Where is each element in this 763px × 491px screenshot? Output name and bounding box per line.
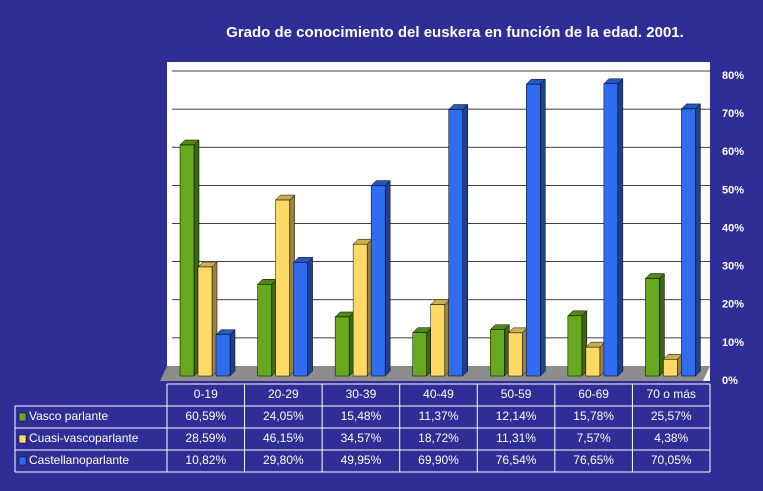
y-tick-label: 10% — [722, 337, 744, 349]
legend-swatch — [18, 412, 27, 422]
bar — [334, 316, 350, 377]
y-tick-label: 80% — [722, 70, 744, 82]
bar — [430, 304, 445, 377]
legend-swatch — [18, 434, 27, 444]
bar — [645, 278, 660, 377]
bar-side — [384, 179, 391, 377]
table-value: 11,37% — [419, 409, 459, 423]
y-tick-label: 70% — [722, 108, 744, 120]
legend-label: Vasco parlante — [29, 409, 108, 423]
bar — [275, 199, 290, 377]
bar — [508, 332, 523, 377]
table-value: 60,59% — [185, 409, 226, 423]
bar — [663, 359, 678, 377]
table-value: 12,14% — [496, 409, 537, 423]
bar — [526, 83, 541, 377]
legend-swatch — [18, 456, 27, 466]
bar — [370, 185, 386, 377]
bar-side — [307, 256, 313, 377]
x-tick-label: 60-69 — [578, 387, 609, 401]
bar — [179, 144, 195, 377]
table-value: 76,54% — [496, 453, 537, 467]
table-value: 69,90% — [418, 453, 459, 467]
bar — [603, 83, 619, 377]
bar — [448, 109, 463, 377]
table-value: 34,57% — [341, 431, 382, 445]
table-value: 46,15% — [263, 431, 304, 445]
y-tick-label: 20% — [722, 299, 744, 311]
x-tick-label: 0-19 — [194, 387, 218, 401]
table-value: 4,38% — [654, 431, 688, 445]
x-tick-label: 30-39 — [346, 387, 377, 401]
bar — [681, 108, 696, 377]
y-tick-label: 50% — [722, 184, 744, 196]
bar — [585, 346, 601, 377]
bar — [215, 334, 231, 377]
bar-side — [695, 103, 701, 377]
table-value: 28,59% — [185, 431, 226, 445]
legend-label: Cuasi-vascoparlante — [29, 431, 139, 445]
bar — [257, 284, 272, 377]
table-value: 7,57% — [577, 431, 611, 445]
x-tick-label: 50-59 — [501, 387, 532, 401]
legend-label: Castellanoparlante — [29, 453, 129, 467]
table-value: 18,72% — [418, 431, 459, 445]
table-value: 76,65% — [573, 453, 614, 467]
bar-side — [462, 103, 468, 377]
bar — [293, 262, 308, 377]
table-value: 15,48% — [341, 409, 382, 423]
x-tick-label: 40-49 — [423, 387, 454, 401]
table-value: 24,05% — [263, 409, 304, 423]
table-value: 49,95% — [341, 453, 382, 467]
table-value: 15,78% — [573, 409, 614, 423]
table-value: 25,57% — [651, 409, 692, 423]
bar — [352, 243, 368, 377]
table-value: 10,82% — [185, 453, 226, 467]
bar-side — [617, 78, 624, 377]
bar-side — [229, 329, 236, 377]
y-tick-label: 30% — [722, 261, 744, 273]
chart-title: Grado de conocimiento del euskera en fun… — [226, 24, 684, 41]
y-tick-label: 60% — [722, 146, 744, 158]
x-tick-label: 70 o más — [647, 387, 696, 401]
bar — [197, 266, 213, 377]
bar — [490, 329, 505, 377]
bar-side — [540, 78, 546, 377]
y-tick-label: 40% — [722, 222, 744, 234]
table-value: 29,80% — [263, 453, 304, 467]
bar — [567, 315, 583, 377]
bar — [412, 332, 427, 377]
table-value: 11,31% — [496, 431, 536, 445]
y-tick-label: 0% — [722, 375, 738, 387]
x-tick-label: 20-29 — [268, 387, 299, 401]
table-value: 70,05% — [651, 453, 692, 467]
